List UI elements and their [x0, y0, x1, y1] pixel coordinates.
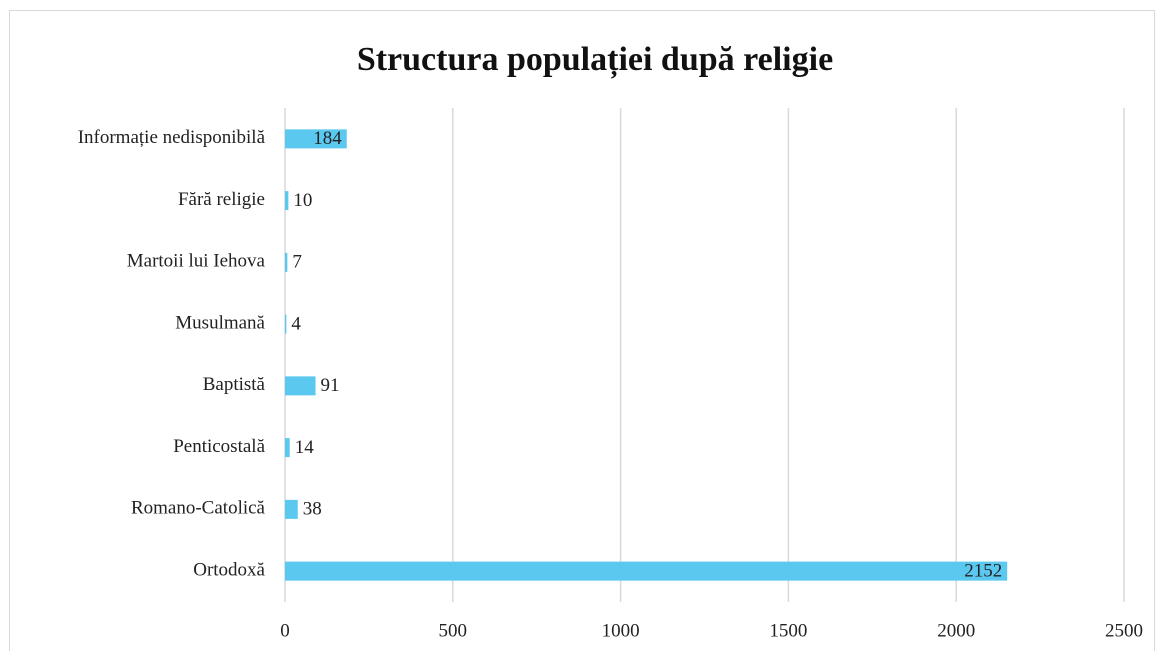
data-label: 14: [295, 437, 315, 458]
chart-frame: [9, 10, 1155, 651]
x-tick-label: 1500: [769, 620, 807, 641]
y-tick-label: Penticostală: [173, 436, 265, 457]
bar: [285, 561, 1008, 581]
y-tick-label: Ortodoxă: [193, 559, 265, 580]
data-label: 38: [303, 499, 322, 520]
data-label: 91: [321, 375, 340, 396]
y-tick-label: Informație nedisponibilă: [78, 127, 266, 148]
y-tick-label: Romano-Catolică: [131, 498, 266, 519]
bar: [285, 314, 287, 334]
data-label: 4: [291, 313, 301, 334]
data-label: 7: [292, 252, 302, 273]
data-label: 10: [293, 190, 312, 211]
bar: [285, 376, 316, 396]
x-tick-label: 500: [439, 620, 468, 641]
bar: [285, 252, 288, 272]
y-tick-label: Martoii lui Iehova: [127, 251, 266, 272]
x-tick-label: 1000: [602, 620, 640, 641]
y-tick-label: Musulmană: [175, 312, 265, 333]
y-tick-label: Fără religie: [178, 189, 265, 210]
chart-title: Structura populației după religie: [357, 41, 833, 79]
y-tick-label: Baptistă: [203, 374, 266, 395]
data-label: 2152: [964, 560, 1002, 581]
data-label: 184: [313, 128, 342, 149]
bar: [285, 129, 347, 149]
bar: [285, 191, 289, 211]
x-tick-label: 2500: [1105, 620, 1143, 641]
bar: [285, 499, 298, 519]
x-tick-label: 2000: [937, 620, 975, 641]
bar: [285, 438, 290, 458]
x-tick-label: 0: [280, 620, 290, 641]
